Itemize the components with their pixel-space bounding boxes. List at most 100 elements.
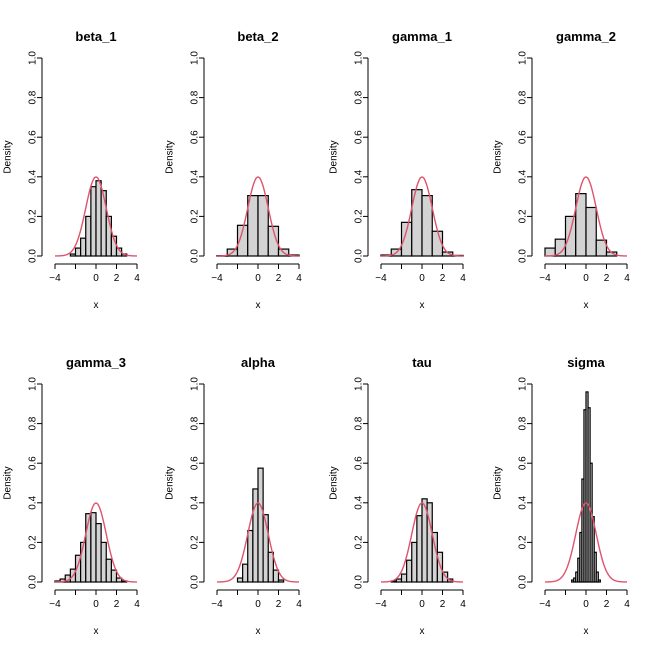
- y-tick-label: 0.8: [28, 90, 39, 104]
- x-axis-label: x: [584, 300, 589, 311]
- histogram-bar: [400, 573, 408, 583]
- histogram-bars: [380, 189, 464, 257]
- panel-title: alpha: [241, 355, 276, 370]
- panel-sigma: sigma −4 0 2 4 x 0.0 0.2 0.4 0.6 0.8 1.0 Density: [493, 355, 631, 637]
- y-tick-label: 0.0: [518, 249, 529, 263]
- histogram-bar: [593, 551, 597, 583]
- y-tick-label: 0.6: [190, 456, 201, 470]
- y-tick-label: 0.4: [28, 495, 39, 509]
- normal-density-curve: [55, 502, 137, 583]
- x-axis: −4 0 2 4 x: [211, 263, 302, 311]
- y-tick-label: 1.0: [354, 51, 365, 65]
- x-tick-label: 2: [114, 273, 120, 284]
- histogram-bar: [257, 195, 269, 257]
- y-tick-label: 0.4: [354, 169, 365, 183]
- panel-gamma-2: gamma_2 −4 0 2 4 x 0.0 0.2 0.4 0.6 0.8 1.0 Density: [493, 29, 631, 311]
- normal-density-curve: [381, 176, 463, 257]
- x-tick-label: −4: [375, 273, 387, 284]
- x-tick-label: −4: [211, 599, 223, 610]
- y-axis: 0.0 0.2 0.4 0.6 0.8 1.0 Density: [329, 51, 369, 263]
- normal-density-curve: [217, 502, 299, 583]
- histogram-bar: [100, 541, 107, 583]
- histogram-bar: [115, 577, 123, 583]
- y-tick-label: 0.8: [354, 416, 365, 430]
- histogram-bar: [595, 571, 599, 583]
- y-tick-label: 0.8: [28, 416, 39, 430]
- y-tick-label: 1.0: [28, 51, 39, 65]
- histogram-bars: [216, 195, 300, 257]
- y-tick-label: 0.2: [190, 209, 201, 223]
- histogram-bar: [95, 180, 102, 257]
- y-axis: 0.0 0.2 0.4 0.6 0.8 1.0 Density: [3, 51, 43, 263]
- x-tick-label: −4: [375, 599, 387, 610]
- y-tick-label: 1.0: [518, 51, 529, 65]
- x-tick-label: 0: [583, 599, 589, 610]
- y-tick-label: 0.8: [190, 90, 201, 104]
- y-tick-label: 0.8: [190, 416, 201, 430]
- y-tick-label: 0.8: [518, 416, 529, 430]
- x-axis-label: x: [94, 300, 99, 311]
- y-tick-label: 0.6: [28, 130, 39, 144]
- histogram-bars: [236, 467, 285, 583]
- x-axis-label: x: [256, 300, 261, 311]
- histogram-bar: [267, 551, 274, 583]
- x-axis-label: x: [94, 626, 99, 637]
- y-tick-label: 0.2: [28, 209, 39, 223]
- x-tick-label: 2: [604, 599, 610, 610]
- x-axis: −4 0 2 4 x: [539, 263, 630, 311]
- y-axis: 0.0 0.2 0.4 0.6 0.8 1.0 Density: [493, 377, 533, 589]
- histogram-bar: [277, 579, 285, 583]
- histogram-bar: [247, 195, 259, 257]
- x-tick-label: −4: [539, 599, 551, 610]
- histogram-bar: [411, 541, 418, 583]
- x-tick-label: 2: [276, 273, 282, 284]
- x-tick-label: 4: [460, 599, 466, 610]
- panel-title: beta_1: [75, 29, 116, 44]
- panel-title: tau: [412, 355, 432, 370]
- x-tick-label: 0: [255, 599, 261, 610]
- y-tick-label: 0.0: [28, 575, 39, 589]
- histogram-bar: [242, 563, 249, 583]
- y-tick-label: 0.4: [190, 169, 201, 183]
- x-tick-label: 0: [583, 273, 589, 284]
- histogram-bars: [571, 391, 601, 583]
- histogram-bar: [406, 559, 413, 583]
- y-tick-label: 0.2: [28, 535, 39, 549]
- y-axis-label: Density: [165, 140, 176, 173]
- histogram-bar: [80, 237, 87, 257]
- y-axis: 0.0 0.2 0.4 0.6 0.8 1.0 Density: [3, 377, 43, 589]
- x-axis: −4 0 2 4 x: [49, 589, 140, 637]
- y-tick-label: 0.2: [354, 535, 365, 549]
- histogram-bar: [69, 253, 77, 257]
- panel-beta-1: beta_1 −4 0 2 4 x 0.0 0.2 0.4 0.6 0.8 1.0 Density: [3, 29, 141, 311]
- y-tick-label: 0.0: [354, 249, 365, 263]
- histogram-bar: [85, 215, 92, 257]
- normal-density-curve: [545, 502, 627, 583]
- panel-gamma-3: gamma_3 −4 0 2 4 x 0.0 0.2 0.4 0.6 0.8 1.0 Density: [3, 355, 141, 637]
- y-tick-label: 0.8: [354, 90, 365, 104]
- y-tick-label: 1.0: [190, 377, 201, 391]
- x-tick-label: 2: [114, 599, 120, 610]
- histogram-bar: [591, 516, 595, 583]
- y-axis-label: Density: [493, 140, 504, 173]
- y-tick-label: 1.0: [354, 377, 365, 391]
- x-axis: −4 0 2 4 x: [211, 589, 302, 637]
- y-axis-label: Density: [3, 140, 14, 173]
- x-axis-label: x: [584, 626, 589, 637]
- histogram-bar: [236, 577, 244, 583]
- y-tick-label: 0.8: [518, 90, 529, 104]
- x-tick-label: 2: [440, 273, 446, 284]
- y-tick-label: 0.4: [28, 169, 39, 183]
- x-tick-label: −4: [539, 273, 551, 284]
- y-axis-label: Density: [329, 140, 340, 173]
- y-tick-label: 0.6: [518, 456, 529, 470]
- normal-density-curve: [381, 502, 463, 583]
- panel-tau: tau −4 0 2 4 x 0.0 0.2 0.4 0.6 0.8 1.0 Density: [329, 355, 467, 637]
- histogram-bar: [90, 512, 97, 583]
- histogram-bar: [100, 190, 107, 257]
- x-tick-label: 2: [276, 599, 282, 610]
- x-tick-label: 0: [419, 273, 425, 284]
- histogram-bar: [585, 206, 597, 257]
- histogram-bar: [74, 247, 82, 257]
- histogram-bar: [257, 467, 264, 583]
